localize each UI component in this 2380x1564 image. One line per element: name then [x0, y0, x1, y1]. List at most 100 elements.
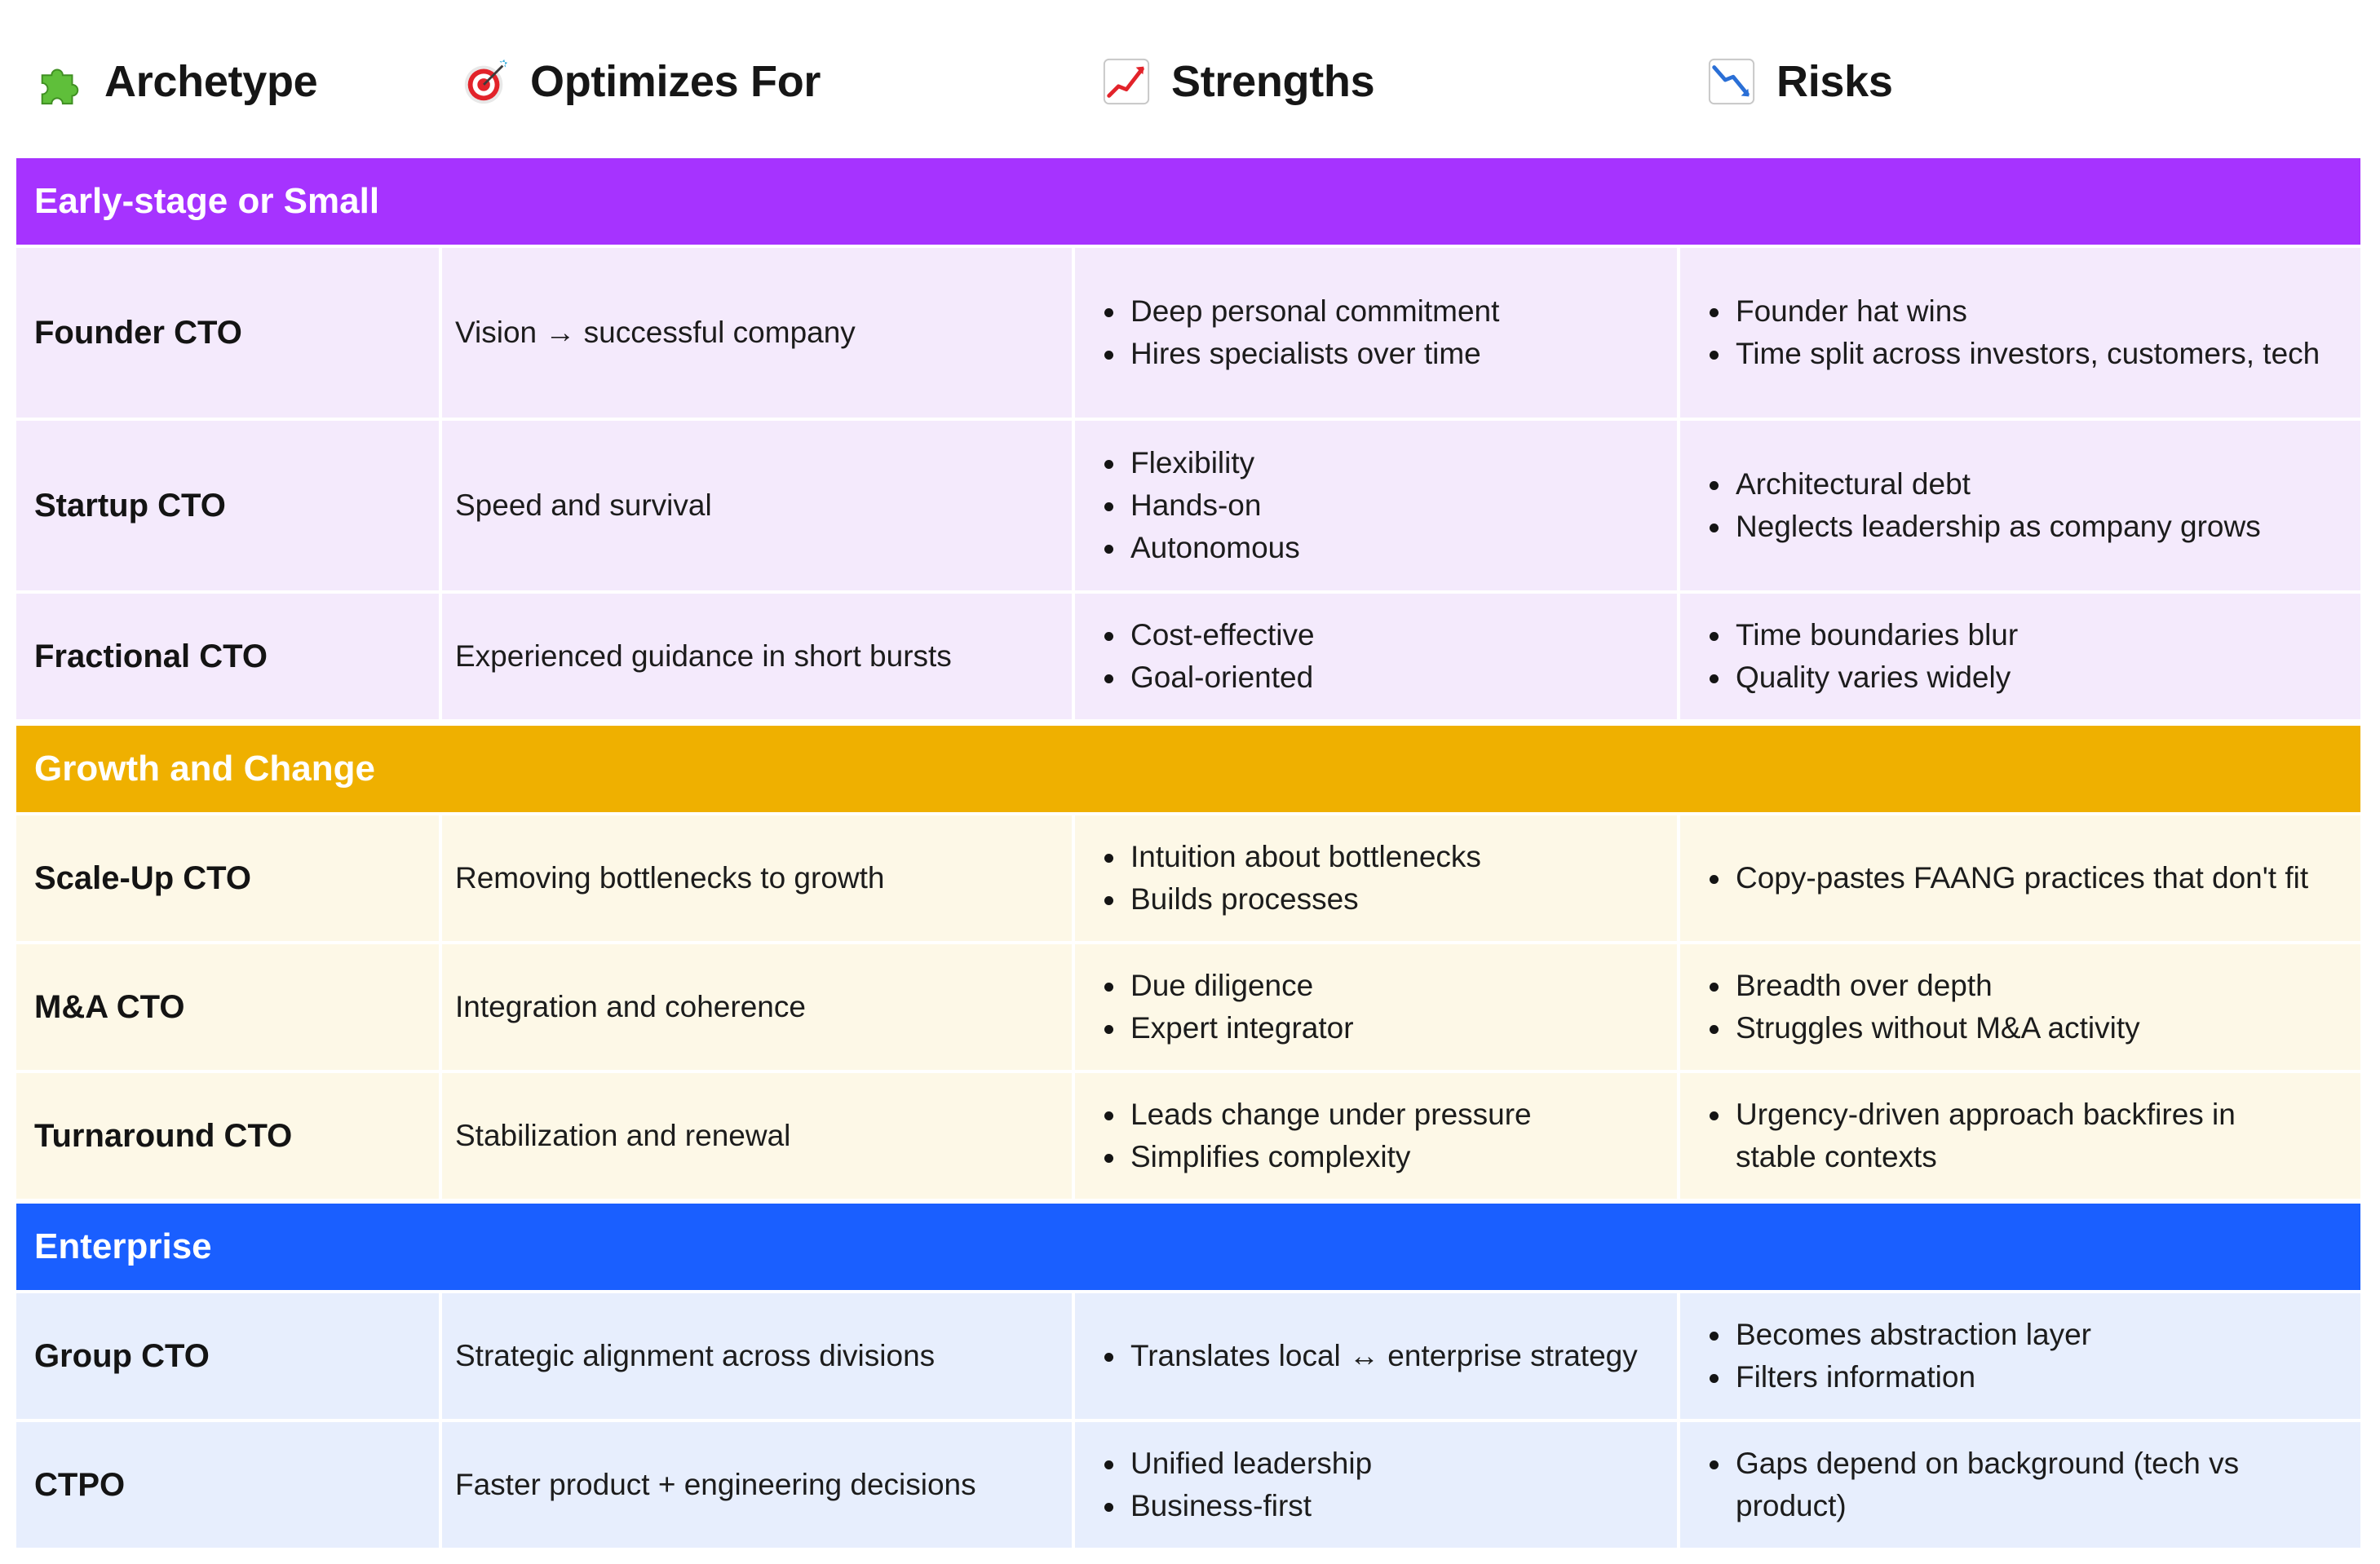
- header-archetype-label: Archetype: [104, 57, 318, 106]
- strengths-cell: Cost-effective Goal-oriented: [1075, 594, 1677, 719]
- table-row: Startup CTO Speed and survival Flexibili…: [16, 421, 2360, 590]
- archetype-name: Founder CTO: [34, 314, 242, 351]
- header-strengths: Strengths: [1101, 41, 1375, 122]
- list-item: Time boundaries blur: [1706, 614, 2018, 656]
- strengths-cell: Flexibility Hands-on Autonomous: [1075, 421, 1677, 590]
- list-item: Intuition about bottlenecks: [1101, 836, 1481, 878]
- list-item: Autonomous: [1101, 527, 1300, 569]
- list-item: Builds processes: [1101, 878, 1481, 921]
- chart-decreasing-icon: [1708, 58, 1755, 105]
- section-title: Enterprise: [34, 1226, 212, 1266]
- archetype-cell: Fractional CTO: [16, 594, 439, 719]
- section-band-enterprise: Enterprise: [16, 1204, 2360, 1290]
- list-item: Flexibility: [1101, 442, 1300, 484]
- risks-cell: Copy-pastes FAANG practices that don't f…: [1680, 815, 2360, 941]
- list-item: Hands-on: [1101, 484, 1300, 527]
- list-item: Time split across investors, customers, …: [1706, 333, 2320, 375]
- list-item: Due diligence: [1101, 965, 1354, 1007]
- archetype-cell: Turnaround CTO: [16, 1073, 439, 1199]
- table-header: Archetype Optimizes For Strengths: [16, 41, 2360, 122]
- table-row: Fractional CTO Experienced guidance in s…: [16, 594, 2360, 719]
- list-item: Founder hat wins: [1706, 290, 2320, 333]
- list-item: Gaps depend on background (tech vs produ…: [1706, 1443, 2307, 1527]
- optimizes-cell: Integration and coherence: [442, 944, 1072, 1070]
- list-item: Business-first: [1101, 1485, 1372, 1527]
- strengths-cell: Intuition about bottlenecks Builds proce…: [1075, 815, 1677, 941]
- strengths-list: Translates local ↔ enterprise strategy: [1101, 1335, 1638, 1377]
- header-strengths-label: Strengths: [1171, 57, 1375, 106]
- risks-list: Time boundaries blur Quality varies wide…: [1706, 614, 2018, 699]
- strengths-list: Intuition about bottlenecks Builds proce…: [1101, 836, 1481, 921]
- strengths-cell: Due diligence Expert integrator: [1075, 944, 1677, 1070]
- optimizes-cell: Experienced guidance in short bursts: [442, 594, 1072, 719]
- risks-cell: Founder hat wins Time split across inves…: [1680, 248, 2360, 418]
- risks-cell: Time boundaries blur Quality varies wide…: [1680, 594, 2360, 719]
- table-row: Founder CTO Vision → successful company …: [16, 248, 2360, 418]
- list-item: Struggles without M&A activity: [1706, 1007, 2140, 1049]
- optimizes-text: Vision → successful company: [455, 316, 856, 349]
- strengths-cell: Deep personal commitment Hires specialis…: [1075, 248, 1677, 418]
- list-item: Neglects leadership as company grows: [1706, 506, 2261, 548]
- risks-list: Founder hat wins Time split across inves…: [1706, 290, 2320, 375]
- archetype-name: M&A CTO: [34, 988, 185, 1025]
- strengths-list: Deep personal commitment Hires specialis…: [1101, 290, 1499, 375]
- list-item: Unified leadership: [1101, 1443, 1372, 1485]
- list-item: Copy-pastes FAANG practices that don't f…: [1706, 857, 2308, 899]
- section-band-early-stage: Early-stage or Small: [16, 158, 2360, 245]
- optimizes-text: Strategic alignment across divisions: [455, 1339, 936, 1372]
- archetype-name: Group CTO: [34, 1337, 210, 1374]
- list-item: Hires specialists over time: [1101, 333, 1499, 375]
- risks-cell: Gaps depend on background (tech vs produ…: [1680, 1422, 2360, 1548]
- list-item: Simplifies complexity: [1101, 1136, 1532, 1178]
- optimizes-text: Stabilization and renewal: [455, 1119, 791, 1152]
- table-row: M&A CTO Integration and coherence Due di…: [16, 944, 2360, 1070]
- list-item: Leads change under pressure: [1101, 1093, 1532, 1136]
- list-item: Becomes abstraction layer: [1706, 1314, 2091, 1356]
- optimizes-text: Speed and survival: [455, 488, 712, 522]
- strengths-list: Flexibility Hands-on Autonomous: [1101, 442, 1300, 569]
- risks-list: Breadth over depth Struggles without M&A…: [1706, 965, 2140, 1049]
- strengths-list: Unified leadership Business-first: [1101, 1443, 1372, 1527]
- archetype-cell: Group CTO: [16, 1293, 439, 1419]
- optimizes-text: Integration and coherence: [455, 990, 806, 1023]
- list-item: Expert integrator: [1101, 1007, 1354, 1049]
- risks-list: Architectural debt Neglects leadership a…: [1706, 463, 2261, 548]
- list-item: Breadth over depth: [1706, 965, 2140, 1007]
- optimizes-cell: Vision → successful company: [442, 248, 1072, 418]
- strengths-cell: Leads change under pressure Simplifies c…: [1075, 1073, 1677, 1199]
- risks-cell: Breadth over depth Struggles without M&A…: [1680, 944, 2360, 1070]
- optimizes-text: Faster product + engineering decisions: [455, 1468, 976, 1501]
- list-item: Deep personal commitment: [1101, 290, 1499, 333]
- header-risks: Risks: [1706, 41, 1893, 122]
- optimizes-cell: Stabilization and renewal: [442, 1073, 1072, 1199]
- risks-cell: Becomes abstraction layer Filters inform…: [1680, 1293, 2360, 1419]
- archetype-name: Fractional CTO: [34, 638, 268, 674]
- list-item: Goal-oriented: [1101, 656, 1315, 699]
- list-item: Filters information: [1706, 1356, 2091, 1398]
- strengths-cell: Translates local ↔ enterprise strategy: [1075, 1293, 1677, 1419]
- cto-archetypes-table: Archetype Optimizes For Strengths: [16, 0, 2360, 1564]
- table-row: Scale-Up CTO Removing bottlenecks to gro…: [16, 815, 2360, 941]
- section-band-growth: Growth and Change: [16, 726, 2360, 812]
- target-icon: [464, 59, 508, 104]
- puzzle-icon: [41, 68, 79, 105]
- archetype-cell: M&A CTO: [16, 944, 439, 1070]
- list-item: Translates local ↔ enterprise strategy: [1101, 1335, 1638, 1377]
- header-optimizes-label: Optimizes For: [530, 57, 821, 106]
- section-title: Growth and Change: [34, 749, 375, 789]
- optimizes-cell: Speed and survival: [442, 421, 1072, 590]
- strengths-cell: Unified leadership Business-first: [1075, 1422, 1677, 1548]
- table-row: Group CTO Strategic alignment across div…: [16, 1293, 2360, 1419]
- archetype-cell: Founder CTO: [16, 248, 439, 418]
- risks-cell: Urgency-driven approach backfires in sta…: [1680, 1073, 2360, 1199]
- header-archetype: Archetype: [34, 41, 318, 122]
- section-title: Early-stage or Small: [34, 181, 380, 221]
- header-optimizes: Optimizes For: [460, 41, 821, 122]
- optimizes-cell: Removing bottlenecks to growth: [442, 815, 1072, 941]
- table-row: CTPO Faster product + engineering decisi…: [16, 1422, 2360, 1548]
- optimizes-cell: Faster product + engineering decisions: [442, 1422, 1072, 1548]
- header-risks-label: Risks: [1776, 57, 1893, 106]
- list-item: Quality varies widely: [1706, 656, 2018, 699]
- archetype-name: Turnaround CTO: [34, 1117, 293, 1154]
- optimizes-text: Removing bottlenecks to growth: [455, 861, 885, 895]
